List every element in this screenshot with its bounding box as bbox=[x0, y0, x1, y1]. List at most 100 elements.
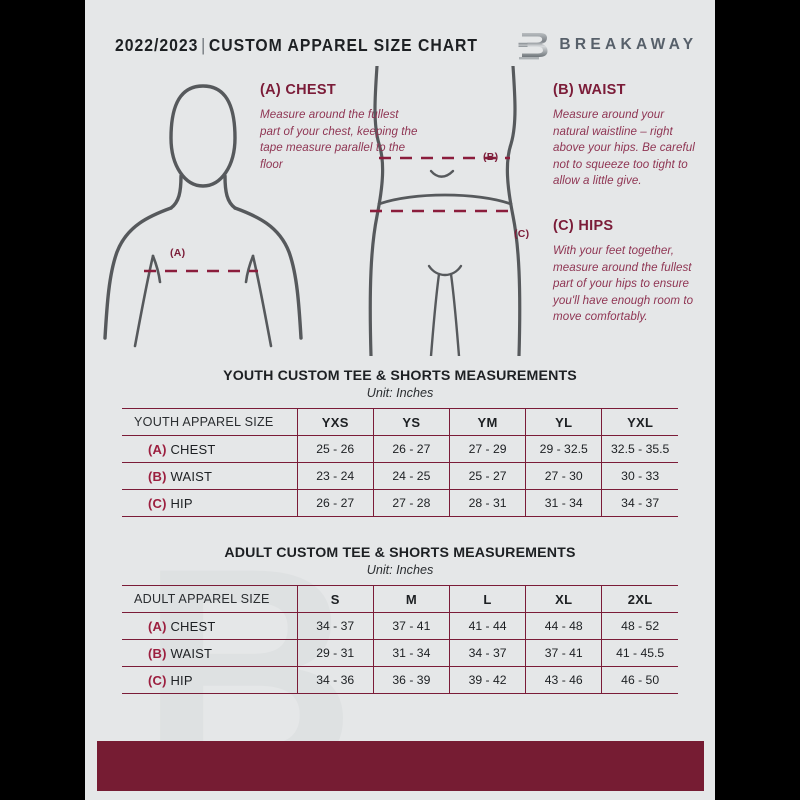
header-season: 2022/2023 bbox=[115, 34, 199, 55]
adult-waist-s: 29 - 31 bbox=[296, 639, 374, 667]
youth-waist-yxs: 23 - 24 bbox=[296, 462, 374, 490]
youth-size-header-ym: YM bbox=[448, 408, 526, 436]
adult-waist-m: 31 - 34 bbox=[372, 639, 450, 667]
youth-chest-yl: 29 - 32.5 bbox=[525, 435, 602, 463]
adult-row-name-chest: CHEST bbox=[170, 618, 216, 634]
adult-hip-2xl: 46 - 50 bbox=[601, 666, 678, 694]
youth-size-header-ys: YS bbox=[372, 408, 450, 436]
adult-table-title: ADULT CUSTOM TEE & SHORTS MEASUREMENTS bbox=[224, 545, 576, 561]
youth-row-label-waist: (B) WAIST bbox=[122, 462, 298, 490]
youth-waist-ym: 25 - 27 bbox=[448, 462, 526, 490]
header-separator: | bbox=[201, 34, 207, 55]
hips-marker-label: (C) bbox=[514, 228, 530, 240]
youth-hip-ym: 28 - 31 bbox=[448, 489, 526, 517]
adult-row-name-waist: WAIST bbox=[170, 645, 213, 661]
header-title-line: 2022/2023 | CUSTOM APPAREL SIZE CHART bbox=[115, 35, 478, 56]
callout-chest: (A) CHEST Measure around the fullest par… bbox=[260, 82, 420, 173]
youth-label-header: YOUTH APPAREL SIZE bbox=[122, 408, 298, 436]
callout-waist-body: Measure around your natural waistline – … bbox=[553, 108, 695, 188]
footer-accent-bar bbox=[97, 741, 704, 791]
adult-size-header-l: L bbox=[448, 585, 526, 613]
waist-marker-label: (B) bbox=[483, 151, 499, 163]
table-row: (A) CHEST 34 - 37 37 - 41 41 - 44 44 - 4… bbox=[122, 612, 678, 640]
youth-size-table: YOUTH APPAREL SIZE YXS YS YM YL YXL (A) … bbox=[122, 408, 678, 517]
youth-size-header-yl: YL bbox=[525, 408, 602, 436]
youth-table-unit: Unit: Inches bbox=[366, 386, 434, 400]
adult-hip-xl: 43 - 46 bbox=[525, 666, 602, 694]
adult-label-header: ADULT APPAREL SIZE bbox=[122, 585, 298, 613]
chest-marker-label: (A) bbox=[170, 247, 186, 259]
youth-row-name-chest: CHEST bbox=[170, 441, 216, 457]
youth-size-header-yxl: YXL bbox=[601, 408, 678, 436]
adult-size-table: ADULT APPAREL SIZE S M L XL 2XL (A) CHES… bbox=[122, 585, 678, 694]
youth-size-header-yxs: YXS bbox=[296, 408, 374, 436]
adult-waist-xl: 37 - 41 bbox=[525, 639, 602, 667]
adult-hip-s: 34 - 36 bbox=[296, 666, 374, 694]
youth-chest-yxl: 32.5 - 35.5 bbox=[601, 435, 678, 463]
youth-row-tag-b: (B) bbox=[148, 468, 167, 484]
table-row: (A) CHEST 25 - 26 26 - 27 27 - 29 29 - 3… bbox=[122, 435, 678, 463]
youth-waist-yxl: 30 - 33 bbox=[601, 462, 678, 490]
youth-row-name-waist: WAIST bbox=[170, 468, 213, 484]
callout-waist-heading: (B) WAIST bbox=[553, 82, 626, 98]
callout-hips: (C) HIPS With your feet together, measur… bbox=[553, 218, 705, 326]
adult-size-header-xl: XL bbox=[525, 585, 602, 613]
youth-hip-ys: 27 - 28 bbox=[372, 489, 450, 517]
size-chart-page: B 2022/2023 | CUSTOM APPAREL SIZE CHART bbox=[85, 0, 715, 800]
table-row: (C) HIP 34 - 36 36 - 39 39 - 42 43 - 46 … bbox=[122, 666, 678, 694]
adult-chest-l: 41 - 44 bbox=[448, 612, 526, 640]
adult-row-name-hip: HIP bbox=[170, 672, 193, 688]
adult-chest-m: 37 - 41 bbox=[372, 612, 450, 640]
table-header-row: YOUTH APPAREL SIZE YXS YS YM YL YXL bbox=[122, 408, 678, 436]
youth-row-tag-a: (A) bbox=[148, 441, 167, 457]
callout-hips-heading: (C) HIPS bbox=[553, 218, 614, 234]
youth-row-label-chest: (A) CHEST bbox=[122, 435, 298, 463]
youth-row-name-hip: HIP bbox=[170, 495, 193, 511]
table-row: (B) WAIST 23 - 24 24 - 25 25 - 27 27 - 3… bbox=[122, 462, 678, 490]
youth-row-tag-c: (C) bbox=[148, 495, 167, 511]
adult-row-tag-a: (A) bbox=[148, 618, 167, 634]
adult-hip-m: 36 - 39 bbox=[372, 666, 450, 694]
adult-table-unit: Unit: Inches bbox=[366, 563, 434, 577]
page-header: 2022/2023 | CUSTOM APPAREL SIZE CHART BREA… bbox=[85, 28, 715, 62]
callout-chest-heading: (A) CHEST bbox=[260, 82, 336, 98]
measurement-illustrations: (A) (B) (C) (A) CHEST Measure around the… bbox=[85, 66, 715, 366]
youth-chest-ys: 26 - 27 bbox=[372, 435, 450, 463]
youth-waist-yl: 27 - 30 bbox=[525, 462, 602, 490]
front-torso-silhouette-icon bbox=[103, 84, 303, 348]
adult-size-table-block: ADULT CUSTOM TEE & SHORTS MEASUREMENTS U… bbox=[122, 545, 678, 694]
brand-name: BREAKAWAY bbox=[559, 36, 698, 53]
adult-size-header-m: M bbox=[372, 585, 450, 613]
page-title: CUSTOM APPAREL SIZE CHART bbox=[208, 34, 479, 55]
table-header-row: ADULT APPAREL SIZE S M L XL 2XL bbox=[122, 585, 678, 613]
adult-row-tag-b: (B) bbox=[148, 645, 167, 661]
youth-chest-yxs: 25 - 26 bbox=[296, 435, 374, 463]
youth-chest-ym: 27 - 29 bbox=[448, 435, 526, 463]
adult-waist-l: 34 - 37 bbox=[448, 639, 526, 667]
table-row: (C) HIP 26 - 27 27 - 28 28 - 31 31 - 34 … bbox=[122, 489, 678, 517]
adult-chest-xl: 44 - 48 bbox=[525, 612, 602, 640]
adult-row-label-chest: (A) CHEST bbox=[122, 612, 298, 640]
adult-hip-l: 39 - 42 bbox=[448, 666, 526, 694]
breakaway-b-logo-icon bbox=[518, 33, 548, 60]
adult-row-label-hip: (C) HIP bbox=[122, 666, 298, 694]
callout-hips-body: With your feet together, measure around … bbox=[553, 244, 694, 324]
youth-row-label-hip: (C) HIP bbox=[122, 489, 298, 517]
youth-size-table-block: YOUTH CUSTOM TEE & SHORTS MEASUREMENTS U… bbox=[122, 368, 678, 517]
youth-hip-yxl: 34 - 37 bbox=[601, 489, 678, 517]
youth-hip-yxs: 26 - 27 bbox=[296, 489, 374, 517]
youth-waist-ys: 24 - 25 bbox=[372, 462, 450, 490]
adult-row-tag-c: (C) bbox=[148, 672, 167, 688]
adult-size-header-2xl: 2XL bbox=[601, 585, 678, 613]
adult-waist-2xl: 41 - 45.5 bbox=[601, 639, 678, 667]
adult-size-header-s: S bbox=[296, 585, 374, 613]
youth-hip-yl: 31 - 34 bbox=[525, 489, 602, 517]
table-row: (B) WAIST 29 - 31 31 - 34 34 - 37 37 - 4… bbox=[122, 639, 678, 667]
callout-waist: (B) WAIST Measure around your natural wa… bbox=[553, 82, 703, 190]
adult-chest-2xl: 48 - 52 bbox=[601, 612, 678, 640]
lower-body-silhouette-icon bbox=[368, 66, 522, 356]
adult-row-label-waist: (B) WAIST bbox=[122, 639, 298, 667]
youth-table-title: YOUTH CUSTOM TEE & SHORTS MEASUREMENTS bbox=[223, 368, 577, 384]
brand-logo: BREAKAWAY bbox=[518, 28, 697, 62]
adult-chest-s: 34 - 37 bbox=[296, 612, 374, 640]
